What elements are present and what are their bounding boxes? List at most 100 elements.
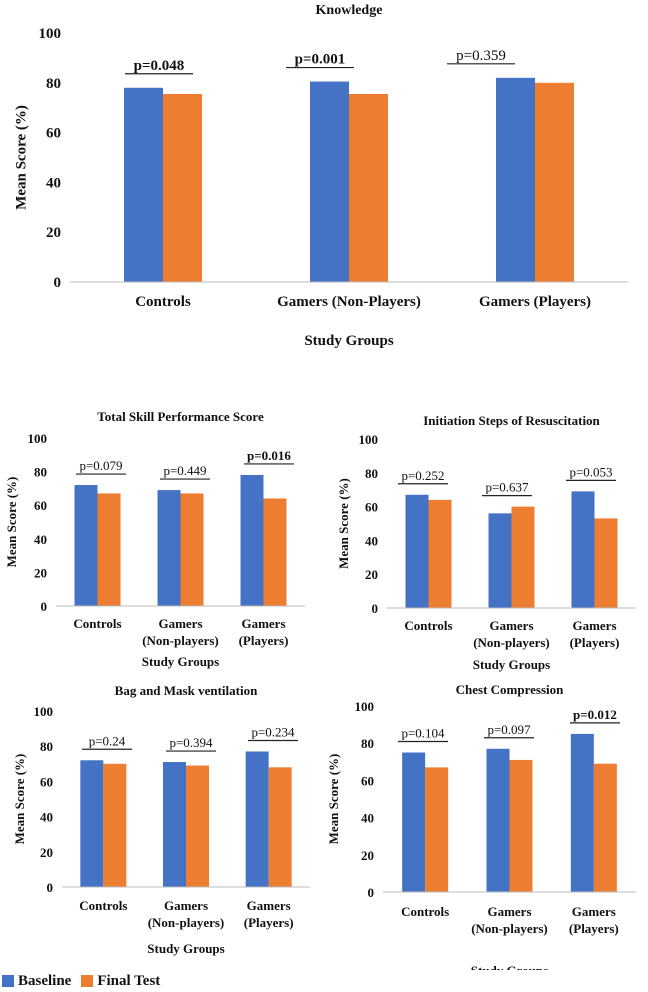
y-tick-label: 40 [34,532,47,547]
x-category-label: Gamers [572,904,616,919]
bar-baseline-1 [74,485,98,606]
bar-final-2 [511,506,535,608]
pvalue-label: p=0.234 [251,724,295,739]
bar-baseline-3 [245,751,269,887]
y-axis-label: Mean Score (%) [326,754,341,845]
bar-baseline-3 [240,474,264,606]
bar-final-1 [425,767,449,892]
pvalue-label: p=0.097 [487,722,531,737]
pvalue-label: p=0.012 [573,707,617,722]
pvalue-label: p=0.001 [295,52,346,68]
y-tick-label: 80 [365,466,378,481]
x-category-label: Controls [401,904,449,919]
x-category-label: (Non-players) [142,633,219,648]
bar-final-3 [593,763,617,892]
y-axis-label: Mean Score (%) [13,105,29,210]
y-tick-label: 60 [46,126,61,142]
y-tick-label: 100 [34,704,54,719]
x-category-label: (Players) [244,915,294,930]
pvalue-label: p=0.053 [569,464,612,479]
y-tick-label: 100 [355,699,375,714]
y-tick-label: 60 [365,500,378,515]
bar-final-3 [594,518,618,608]
legend: Baseline Final Test [2,972,170,990]
bar-final-3 [535,82,574,282]
x-category-label: Gamers [489,618,533,633]
y-axis-label: Mean Score (%) [336,478,351,569]
x-category-label: Controls [79,898,127,913]
x-category-label: Controls [404,618,452,633]
y-tick-label: 20 [46,225,61,241]
bar-baseline-3 [496,77,535,282]
y-tick-label: 0 [47,880,54,895]
x-category-label: (Players) [569,921,619,936]
chart-1: Knowledge 0 20 40 60 80 100 Mean Score (%) Contr… [13,3,628,349]
bar-baseline-3 [571,491,595,608]
chart-title: Bag and Mask ventilation [115,683,258,698]
y-tick-label: 80 [34,465,47,480]
pvalue-label: p=0.252 [401,468,444,483]
legend-item-final: Final Test [81,973,160,990]
bar-final-1 [163,94,202,282]
y-tick-label: 80 [361,736,374,751]
y-tick-label: 80 [40,739,53,754]
x-category-label: (Non-players) [473,635,550,650]
bar-final-1 [103,763,127,887]
y-tick-label: 80 [46,76,61,92]
bar-baseline-1 [80,760,104,887]
y-tick-label: 20 [40,845,53,860]
bar-final-1 [97,493,121,606]
x-category-label: (Non-players) [471,921,548,936]
chart-4: Bag and Mask ventilation 0 20 40 60 80 100 Mean… [12,683,310,956]
pvalue-label: p=0.104 [401,726,445,741]
chart-5: Chest Compression 0 20 40 60 80 100 Mean Score … [326,682,636,970]
bar-final-3 [268,767,292,887]
pvalue-label: p=0.048 [134,58,185,74]
legend-label-baseline: Baseline [18,972,72,989]
y-tick-label: 0 [372,601,379,616]
figure-canvas: Knowledge 0 20 40 60 80 100 Mean Score (%) Contr… [4,3,636,970]
pvalue-label: p=0.24 [89,733,126,748]
bar-final-2 [186,765,209,887]
pvalue-label: p=0.359 [456,48,506,64]
legend-item-baseline: Baseline [2,973,71,990]
x-category-label: Gamers [572,618,616,633]
bar-baseline-2 [157,490,181,606]
x-category-label: (Players) [239,633,289,648]
x-axis-label: Study Groups [304,333,394,349]
y-tick-label: 40 [361,811,374,826]
x-axis-label: Study Groups [471,963,548,970]
bar-baseline-2 [488,513,512,608]
y-axis-label: Mean Score (%) [12,754,27,845]
bar-final-1 [428,499,452,608]
y-tick-label: 0 [54,275,62,291]
bar-baseline-2 [310,81,349,283]
pvalue-label: p=0.394 [169,735,213,750]
x-category-label: (Players) [570,635,620,650]
x-axis-label: Study Groups [142,654,219,669]
y-tick-label: 40 [365,533,378,548]
x-category-label: Gamers [247,898,291,913]
pvalue-label: p=0.449 [163,463,206,478]
y-tick-label: 60 [361,773,374,788]
x-category-label: Gamers (Players) [479,294,591,310]
x-category-label: Gamers [164,898,208,913]
pvalue-label: p=0.016 [247,448,291,463]
x-category-label: (Non-players) [148,915,225,930]
x-axis-label: Study Groups [147,941,224,956]
chart-title: Initiation Steps of Resuscitation [423,413,600,428]
y-tick-label: 20 [361,848,374,863]
x-category-label: Gamers [158,616,202,631]
y-tick-label: 0 [368,885,375,900]
y-tick-label: 60 [40,774,53,789]
chart-title: Chest Compression [456,682,565,697]
bar-final-2 [349,94,388,282]
bar-baseline-2 [486,748,510,892]
x-category-label: Gamers (Non-Players) [277,294,421,310]
y-tick-label: 100 [28,431,48,446]
legend-label-final: Final Test [97,972,161,989]
chart-title: Total Skill Performance Score [97,409,264,424]
x-category-label: Gamers [241,616,285,631]
x-category-label: Controls [73,616,121,631]
y-tick-label: 100 [39,26,62,42]
